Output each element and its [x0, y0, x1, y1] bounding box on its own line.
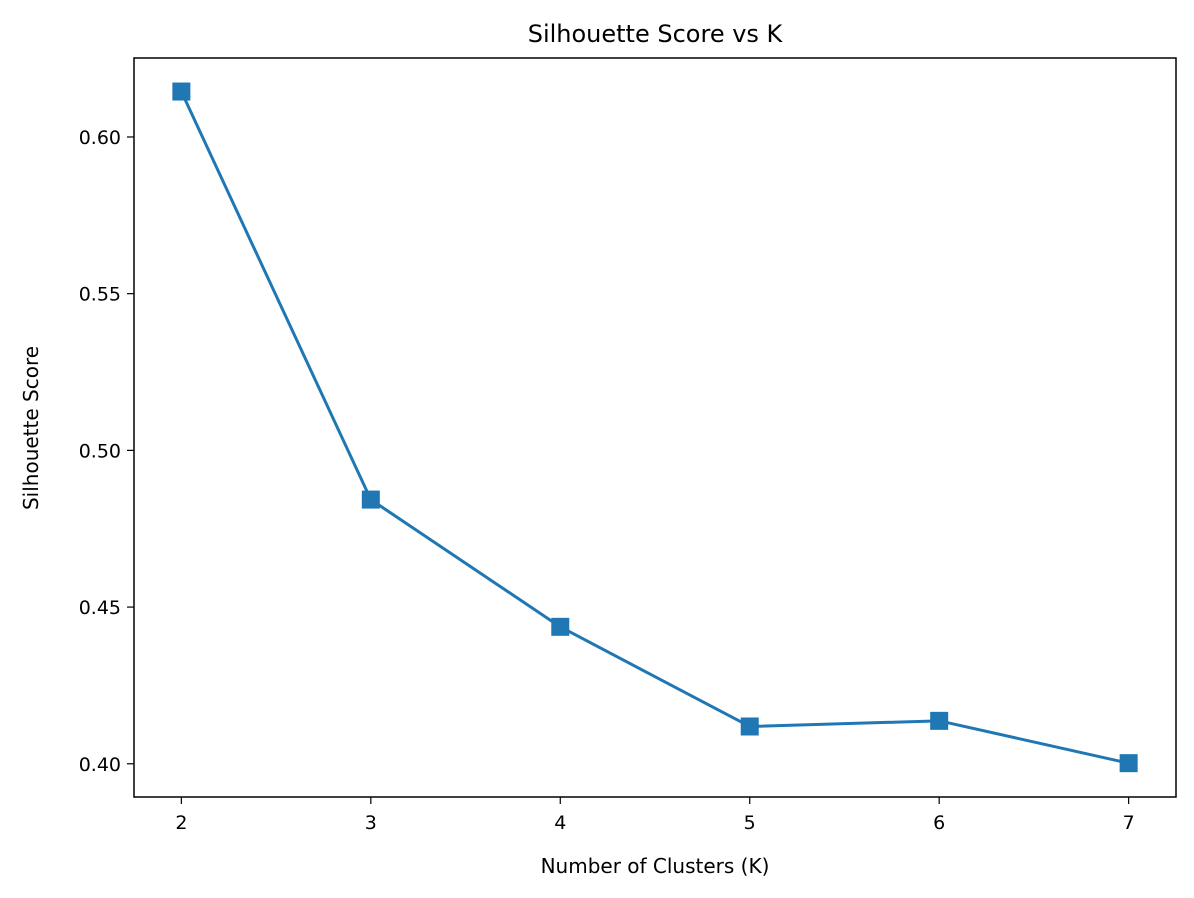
y-tick-label: 0.40	[79, 754, 121, 776]
y-tick-label: 0.60	[79, 127, 121, 149]
y-tick-label: 0.55	[79, 284, 121, 306]
x-tick-label: 2	[175, 812, 187, 834]
plot-area: 2 3 4 5 6 7 0.40 0.45 0.50 0.55 0.60	[79, 57, 1177, 834]
x-tick-label: 3	[365, 812, 377, 834]
y-axis-label: Silhouette Score	[19, 346, 43, 510]
x-tick-label: 7	[1123, 812, 1135, 834]
data-point-marker	[172, 82, 191, 101]
data-point-marker	[551, 617, 570, 636]
series-line	[180, 90, 1129, 765]
x-tick-label: 4	[554, 812, 566, 834]
x-axis-label: Number of Clusters (K)	[541, 854, 770, 878]
x-tick-label: 5	[744, 812, 756, 834]
axes-frame	[133, 57, 1177, 798]
chart-title: Silhouette Score vs K	[528, 20, 784, 48]
x-tick-label: 6	[933, 812, 945, 834]
data-point-marker	[930, 711, 949, 730]
data-point-marker	[740, 717, 759, 736]
y-tick-label: 0.50	[79, 440, 121, 462]
y-tick-label: 0.45	[79, 597, 121, 619]
data-point-marker	[361, 490, 380, 509]
data-point-marker	[1119, 754, 1138, 773]
